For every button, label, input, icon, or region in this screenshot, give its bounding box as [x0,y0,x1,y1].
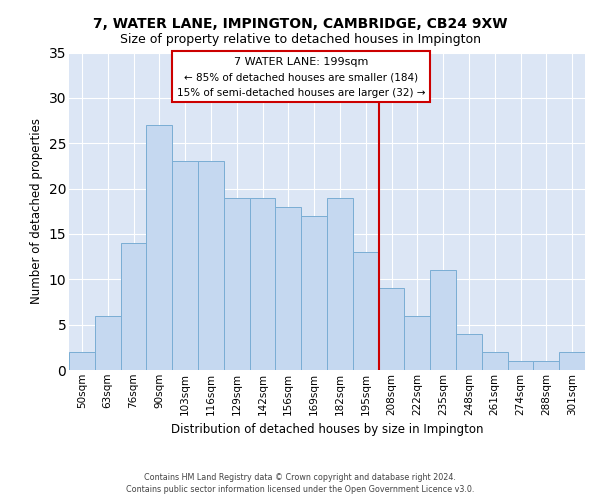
Text: 7, WATER LANE, IMPINGTON, CAMBRIDGE, CB24 9XW: 7, WATER LANE, IMPINGTON, CAMBRIDGE, CB2… [93,18,507,32]
Bar [250,198,275,370]
FancyBboxPatch shape [172,50,430,102]
Text: Contains HM Land Registry data © Crown copyright and database right 2024.
Contai: Contains HM Land Registry data © Crown c… [126,472,474,494]
Bar [379,288,404,370]
Y-axis label: Number of detached properties: Number of detached properties [30,118,43,304]
Bar [430,270,456,370]
Bar [559,352,585,370]
Bar [275,206,301,370]
Bar [121,243,146,370]
Text: 7 WATER LANE: 199sqm: 7 WATER LANE: 199sqm [234,57,368,67]
Bar [404,316,430,370]
Bar [533,361,559,370]
Bar [95,316,121,370]
X-axis label: Distribution of detached houses by size in Impington: Distribution of detached houses by size … [171,423,483,436]
Bar [353,252,379,370]
Bar [456,334,482,370]
Bar [482,352,508,370]
Bar [301,216,327,370]
Bar [172,162,198,370]
Bar [198,162,224,370]
Text: Size of property relative to detached houses in Impington: Size of property relative to detached ho… [119,32,481,46]
Bar [69,352,95,370]
Title: 7, WATER LANE, IMPINGTON, CAMBRIDGE, CB24 9XW
Size of property relative to detac: 7, WATER LANE, IMPINGTON, CAMBRIDGE, CB2… [0,499,1,500]
Bar [146,125,172,370]
Text: ← 85% of detached houses are smaller (184): ← 85% of detached houses are smaller (18… [184,72,418,83]
Text: 15% of semi-detached houses are larger (32) →: 15% of semi-detached houses are larger (… [177,88,425,98]
Bar [327,198,353,370]
Bar [224,198,250,370]
Bar [508,361,533,370]
